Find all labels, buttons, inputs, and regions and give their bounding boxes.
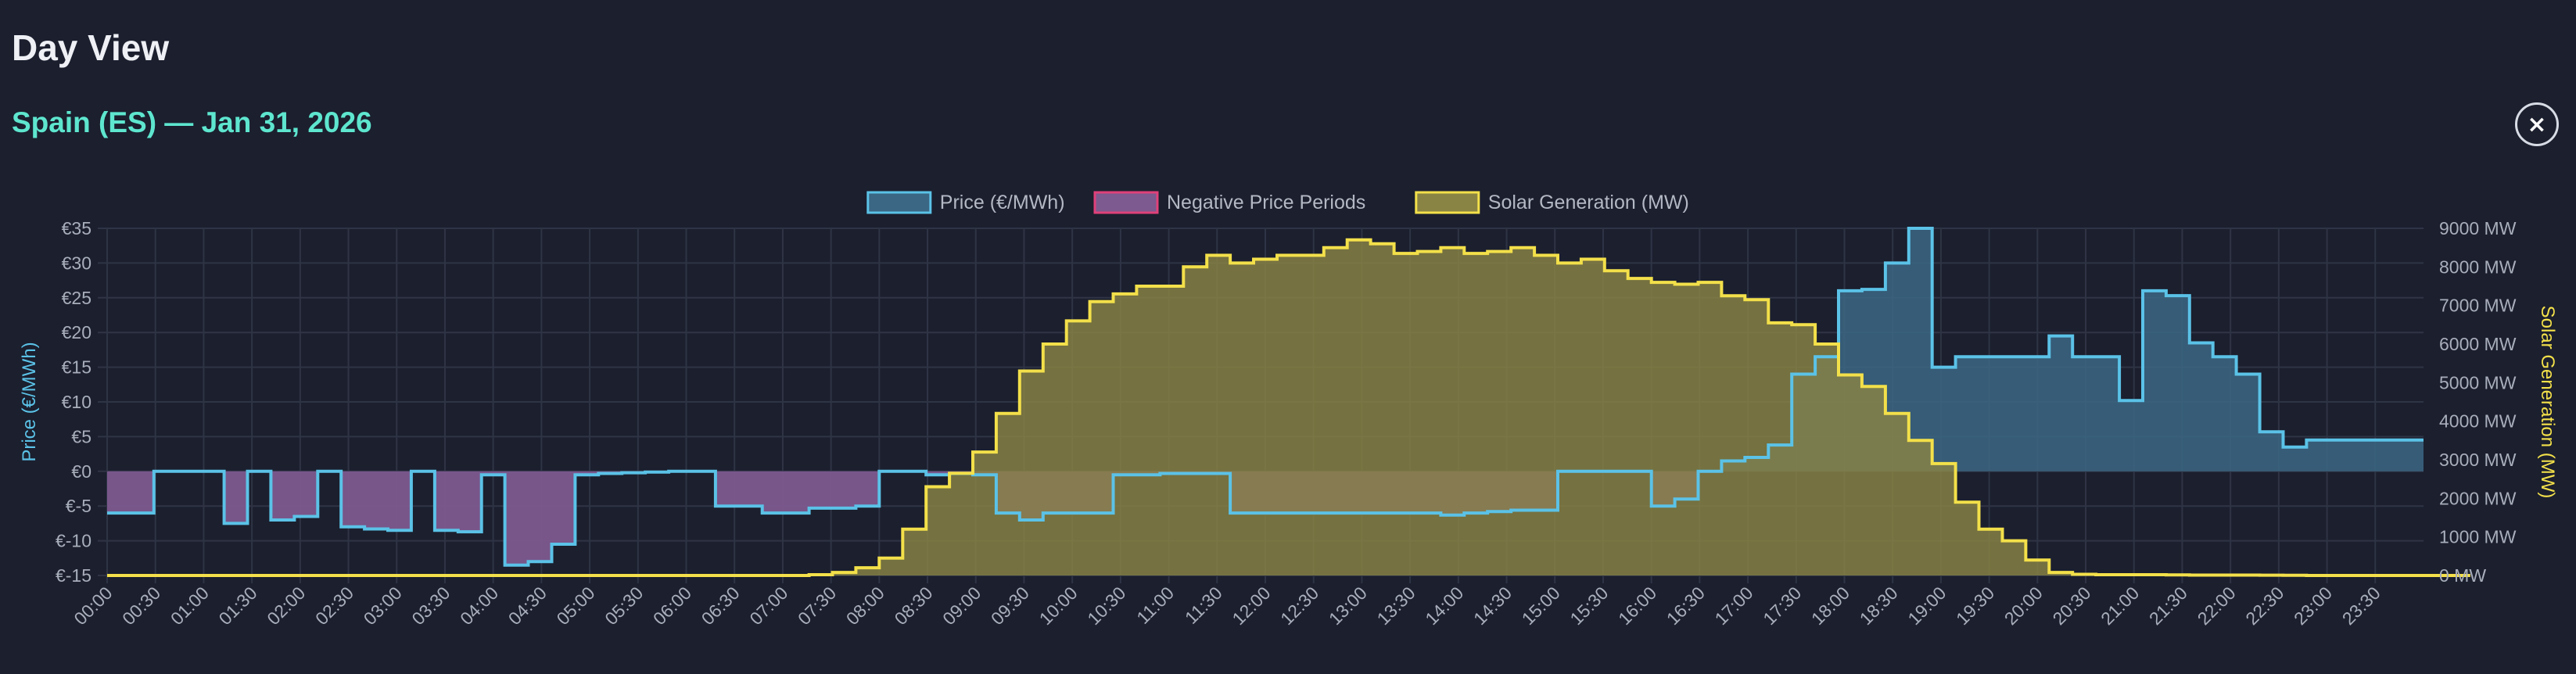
x-tick-label: 13:30	[1373, 583, 1419, 629]
legend-swatch-solar	[1415, 191, 1480, 214]
x-tick-label: 20:30	[2048, 583, 2094, 629]
x-tick-label: 09:00	[938, 583, 985, 629]
y-left-tick-label: €5	[71, 426, 91, 446]
close-button[interactable]: ×	[2515, 102, 2559, 146]
x-tick-label: 06:30	[698, 583, 744, 629]
y-right-tick-label: 2000 MW	[2439, 488, 2517, 508]
page-title: Day View	[12, 27, 170, 68]
x-tick-label: 10:30	[1083, 583, 1129, 629]
y-axis-right-title: Solar Generation (MW)	[2537, 306, 2558, 499]
y-right-tick-label: 6000 MW	[2439, 334, 2517, 354]
x-tick-label: 15:30	[1566, 583, 1612, 629]
x-tick-label: 17:00	[1711, 583, 1757, 629]
x-tick-label: 14:00	[1421, 583, 1467, 629]
y-right-tick-label: 1000 MW	[2439, 527, 2517, 547]
x-tick-label: 07:00	[745, 583, 791, 629]
y-right-tick-label: 8000 MW	[2439, 256, 2517, 277]
y-left-tick-label: €-5	[66, 496, 91, 516]
legend-label-price: Price (€/MWh)	[940, 192, 1065, 213]
y-left-tick-label: €0	[71, 461, 91, 482]
x-tick-label: 04:00	[456, 583, 502, 629]
x-tick-label: 13:00	[1325, 583, 1371, 629]
x-tick-label: 01:00	[167, 583, 213, 629]
y-left-tick-label: €35	[62, 218, 91, 238]
legend-label-solar: Solar Generation (MW)	[1488, 192, 1689, 213]
x-tick-label: 22:30	[2241, 583, 2287, 629]
legend[interactable]: Price (€/MWh) Negative Price Periods Solar…	[866, 191, 1689, 214]
x-tick-label: 08:00	[842, 583, 888, 629]
x-tick-label: 05:00	[553, 583, 599, 629]
x-tick-label: 11:30	[1181, 583, 1226, 628]
x-tick-label: 01:30	[215, 583, 261, 629]
y-left-tick-label: €25	[62, 288, 91, 308]
x-tick-label: 16:30	[1663, 583, 1709, 629]
y-left-tick-label: €10	[62, 392, 91, 412]
x-tick-label: 00:30	[118, 583, 164, 629]
x-tick-label: 21:30	[2145, 583, 2191, 629]
x-tick-label: 18:30	[1856, 583, 1902, 629]
x-tick-label: 08:30	[890, 583, 936, 629]
y-left-tick-label: €20	[62, 322, 91, 342]
y-left-tick-label: €15	[62, 357, 91, 378]
x-tick-label: 07:30	[794, 583, 840, 629]
x-tick-label: 21:00	[2097, 583, 2143, 629]
y-right-tick-label: 9000 MW	[2439, 218, 2517, 238]
x-tick-label: 12:00	[1228, 583, 1274, 629]
chart-subtitle: Spain (ES) — Jan 31, 2026	[12, 106, 372, 138]
legend-swatch-negative	[1093, 191, 1159, 214]
x-tick-label: 00:00	[70, 583, 116, 629]
x-tick-label: 03:30	[407, 583, 454, 629]
y-right-tick-label: 3000 MW	[2439, 450, 2517, 470]
solar-series-line	[107, 238, 2470, 577]
x-tick-label: 10:00	[1035, 583, 1082, 629]
x-tick-label: 14:30	[1469, 583, 1516, 629]
y-right-tick-label: 0 MW	[2439, 565, 2486, 586]
x-tick-label: 12:30	[1276, 583, 1322, 629]
y-left-tick-label: €30	[62, 253, 91, 273]
y-right-tick-label: 7000 MW	[2439, 296, 2517, 316]
y-axis-left-title: Price (€/MWh)	[19, 342, 40, 461]
x-tick-label: 22:00	[2194, 583, 2240, 629]
fill-layer	[107, 228, 2470, 575]
x-tick-label: 11:00	[1132, 583, 1178, 628]
x-tick-label: 23:00	[2290, 583, 2336, 629]
x-tick-label: 16:00	[1614, 583, 1660, 629]
x-tick-label: 09:30	[987, 583, 1033, 629]
x-tick-label: 03:00	[360, 583, 406, 629]
x-tick-label: 19:00	[1903, 583, 1950, 629]
x-tick-label: 05:30	[601, 583, 647, 629]
x-tick-label: 20:00	[2000, 583, 2047, 629]
x-tick-label: 02:00	[263, 583, 309, 629]
x-tick-label: 15:00	[1518, 583, 1564, 629]
solar-area-fill	[107, 239, 2470, 575]
legend-swatch-price	[866, 191, 932, 214]
x-tick-label: 04:30	[504, 583, 551, 629]
x-tick-label: 19:30	[1952, 583, 1998, 629]
legend-label-negative: Negative Price Periods	[1167, 192, 1365, 213]
x-tick-label: 23:30	[2338, 583, 2384, 629]
y-left-tick-label: €-10	[56, 531, 91, 551]
y-left-tick-label: €-15	[56, 565, 91, 586]
y-right-tick-label: 4000 MW	[2439, 411, 2517, 432]
x-tick-label: 18:00	[1807, 583, 1853, 629]
x-tick-label: 02:30	[311, 583, 357, 629]
line-layer	[107, 227, 2470, 577]
x-tick-label: 17:30	[1759, 583, 1805, 629]
price-series-line	[107, 227, 2424, 567]
x-tick-label: 06:00	[649, 583, 695, 629]
y-right-tick-label: 5000 MW	[2439, 372, 2517, 393]
